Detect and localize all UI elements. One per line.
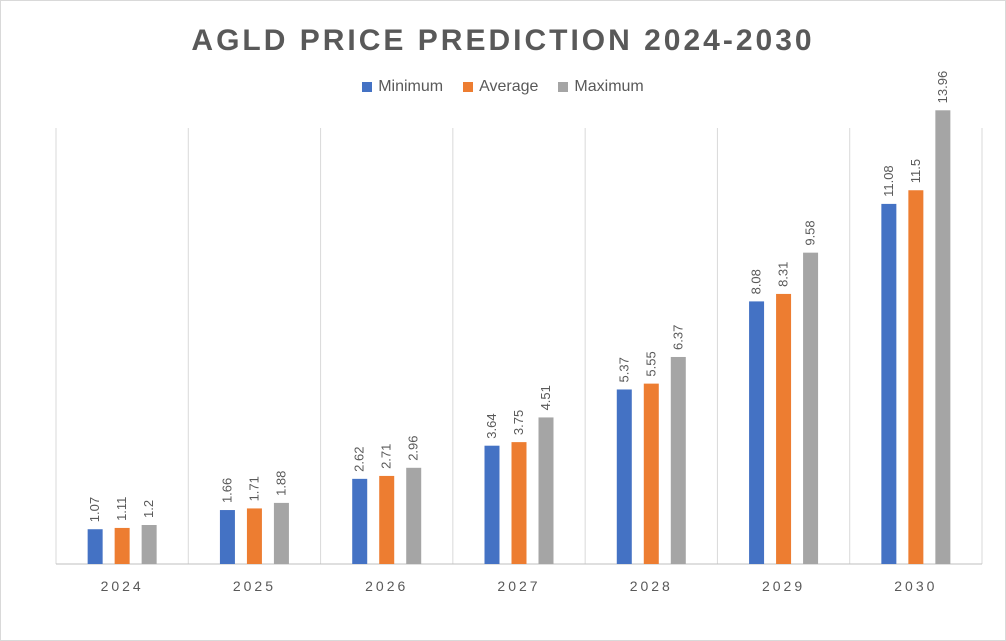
data-label-maximum-2025: 1.88 xyxy=(273,471,288,496)
data-label-maximum-2029: 9.58 xyxy=(803,220,818,245)
bar-minimum-2030 xyxy=(881,203,897,564)
data-label-average-2029: 8.31 xyxy=(776,262,791,287)
data-label-average-2025: 1.71 xyxy=(246,476,261,501)
bar-maximum-2024 xyxy=(141,525,157,564)
data-label-maximum-2028: 6.37 xyxy=(670,325,685,350)
bar-maximum-2028 xyxy=(670,356,686,564)
bar-minimum-2024 xyxy=(87,529,103,564)
data-label-average-2028: 5.55 xyxy=(643,351,658,376)
legend-item-maximum: Maximum xyxy=(558,78,644,96)
bar-average-2025 xyxy=(246,508,262,564)
data-label-minimum-2024: 1.07 xyxy=(87,497,102,522)
x-tick-label-2029: 2029 xyxy=(762,578,805,594)
bar-average-2030 xyxy=(908,190,924,564)
bar-average-2024 xyxy=(114,527,130,564)
legend-swatch-average xyxy=(463,82,474,92)
data-label-maximum-2026: 2.96 xyxy=(406,435,421,460)
x-tick-label-2026: 2026 xyxy=(365,578,408,594)
x-tick-label-2027: 2027 xyxy=(497,578,540,594)
bar-maximum-2026 xyxy=(406,467,422,564)
data-label-minimum-2030: 11.08 xyxy=(881,165,896,197)
legend-swatch-minimum xyxy=(362,82,373,92)
x-tick-label-2028: 2028 xyxy=(630,578,673,594)
data-label-average-2024: 1.11 xyxy=(114,497,129,521)
x-tick-label-2030: 2030 xyxy=(894,578,937,594)
data-label-minimum-2027: 3.64 xyxy=(484,413,499,438)
legend: Minimum Average Maximum xyxy=(0,78,1006,96)
x-tick-label-2025: 2025 xyxy=(233,578,276,594)
bar-minimum-2027 xyxy=(484,445,500,564)
data-label-maximum-2024: 1.2 xyxy=(141,500,156,518)
data-label-minimum-2029: 8.08 xyxy=(749,269,764,294)
x-tick-label-2024: 2024 xyxy=(101,578,144,594)
legend-item-minimum: Minimum xyxy=(362,78,443,96)
data-label-maximum-2027: 4.51 xyxy=(538,385,553,410)
legend-item-average: Average xyxy=(463,78,538,96)
bar-average-2028 xyxy=(643,383,659,564)
data-label-minimum-2026: 2.62 xyxy=(352,447,367,472)
bar-minimum-2026 xyxy=(352,478,368,564)
bar-minimum-2025 xyxy=(219,510,235,564)
legend-label-average: Average xyxy=(479,78,539,95)
chart-title: AGLD PRICE PREDICTION 2024-2030 xyxy=(191,24,815,57)
legend-swatch-maximum xyxy=(558,82,569,92)
bar-average-2027 xyxy=(511,442,527,564)
bar-average-2029 xyxy=(776,293,792,564)
data-label-average-2027: 3.75 xyxy=(511,410,526,435)
legend-label-maximum: Maximum xyxy=(574,78,644,95)
data-label-minimum-2025: 1.66 xyxy=(219,478,234,503)
data-label-minimum-2028: 5.37 xyxy=(616,357,631,382)
bar-maximum-2029 xyxy=(803,252,819,564)
bar-maximum-2025 xyxy=(273,502,289,564)
bar-average-2026 xyxy=(379,475,395,564)
bar-maximum-2030 xyxy=(935,110,951,565)
bar-maximum-2027 xyxy=(538,417,554,564)
data-label-maximum-2030: 13.96 xyxy=(935,71,950,104)
bar-minimum-2028 xyxy=(616,389,632,564)
data-label-average-2026: 2.71 xyxy=(379,444,394,469)
legend-label-minimum: Minimum xyxy=(378,78,444,95)
data-label-average-2030: 11.5 xyxy=(908,159,923,183)
bar-minimum-2029 xyxy=(749,301,765,564)
